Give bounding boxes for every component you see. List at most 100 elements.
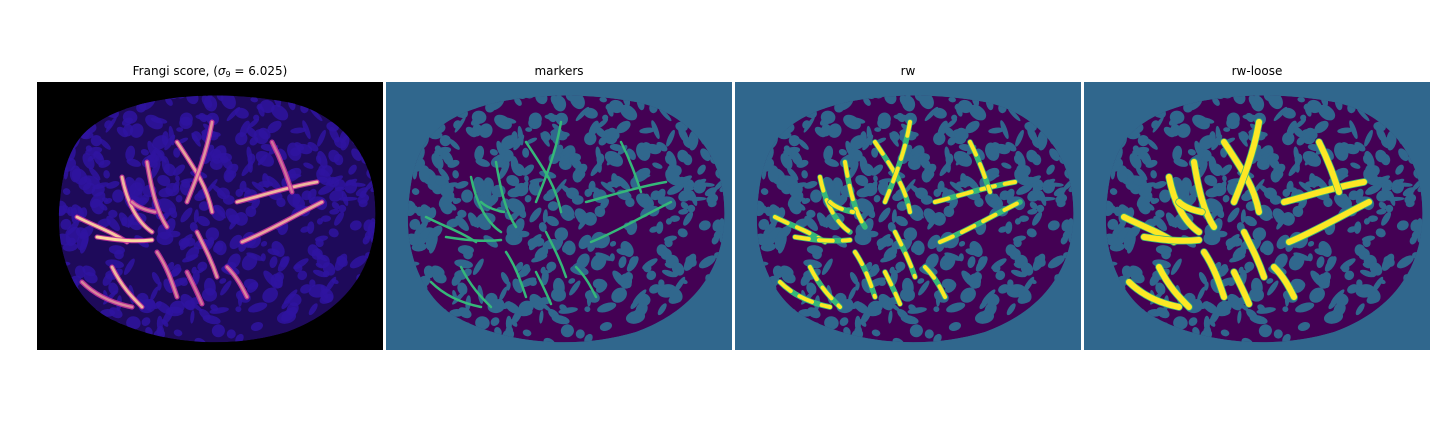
tissue-blob (560, 324, 574, 338)
tissue-blob (995, 270, 1006, 281)
tissue-blob (1367, 215, 1378, 222)
tissue-blob (510, 156, 519, 174)
tissue-blob (553, 237, 564, 251)
tissue-blob (685, 255, 697, 268)
tissue-blob (583, 107, 598, 119)
tissue-blob (125, 145, 136, 162)
tissue-blob (892, 337, 905, 343)
rw-svg (735, 82, 1081, 350)
tissue-blob (912, 205, 924, 219)
tissue-blob (1149, 273, 1160, 286)
tissue-blob (439, 135, 451, 147)
tissue-blob (1187, 148, 1196, 156)
tissue-blob (89, 167, 101, 181)
tissue-blob (1238, 266, 1244, 274)
tissue-blob (105, 116, 117, 133)
tissue-blob (1015, 150, 1026, 169)
tissue-blob (310, 108, 323, 122)
tissue-blob (146, 298, 156, 310)
tissue-blob (665, 168, 681, 186)
tissue-blob (663, 235, 678, 242)
tissue-blob (859, 319, 867, 327)
tissue-blob (668, 293, 683, 304)
vessel-segment (893, 230, 917, 279)
tissue-blob (198, 267, 205, 274)
tissue-blob (1197, 286, 1206, 301)
vessel-marker (429, 280, 483, 309)
tissue-blob (529, 207, 542, 223)
tissue-blob (513, 134, 525, 151)
tissue-blob (877, 112, 891, 126)
tissue-blob (213, 242, 224, 253)
tissue-blob (893, 114, 911, 121)
tissue-blob (175, 195, 183, 203)
vessel-core (240, 200, 324, 244)
tissue-blob (1267, 280, 1279, 296)
tissue-blob (172, 164, 186, 176)
tissue-blob (862, 134, 874, 151)
tissue-blob (1357, 108, 1370, 122)
panel-title-rw: rw (900, 64, 916, 78)
tissue-blob (856, 198, 875, 215)
tissue-blob (534, 246, 549, 261)
tissue-blob (788, 198, 803, 215)
tissue-blob (522, 147, 530, 158)
tissue-blob (463, 249, 473, 260)
tissue-blob (609, 143, 623, 152)
tissue-blob (639, 127, 656, 134)
tissue-blob (905, 95, 911, 99)
tissue-blob (863, 97, 871, 106)
tissue-blob (257, 154, 268, 166)
tissue-blob (108, 209, 118, 218)
tissue-blob (510, 319, 518, 327)
tissue-blob (161, 131, 169, 146)
tissue-blob (767, 165, 780, 183)
tissue-blob (871, 147, 879, 158)
tissue-blob (787, 167, 799, 181)
tissue-blob (219, 278, 227, 284)
tissue-blob (1254, 95, 1260, 99)
tissue-blob (247, 281, 259, 293)
tissue-blob (1226, 278, 1235, 286)
tissue-blob (193, 209, 199, 224)
tissue-blob (1383, 255, 1395, 268)
tissue-blob (190, 310, 195, 324)
tissue-blob (126, 316, 141, 330)
tissue-blob (237, 289, 243, 307)
tissue-blob (780, 153, 793, 170)
tissue-blob (596, 281, 608, 293)
tissue-blob (620, 104, 638, 121)
tissue-blob (1395, 164, 1404, 175)
tissue-blob (568, 278, 576, 284)
tissue-blob (1029, 201, 1038, 210)
tissue-blob (979, 307, 996, 322)
tissue-blob (1294, 160, 1300, 173)
tissue-blob (1222, 195, 1230, 203)
tissue-blob (494, 114, 512, 130)
tissue-blob (207, 95, 213, 99)
tissue-blob (1339, 193, 1347, 199)
tissue-blob (1364, 129, 1373, 147)
tissue-blob (698, 220, 711, 231)
tissue-blob (1198, 272, 1208, 285)
tissue-blob (646, 270, 657, 281)
tissue-blob (235, 306, 242, 313)
tissue-blob (1225, 237, 1237, 249)
tissue-blob (121, 216, 128, 227)
tissue-blob (114, 249, 124, 260)
tissue-blob (1208, 319, 1216, 327)
tissue-blob (186, 95, 199, 105)
tissue-blob (965, 248, 978, 256)
tissue-blob (708, 190, 716, 199)
tissue-blob (941, 187, 949, 195)
tissue-blob (1328, 307, 1345, 322)
tissue-blob (1152, 116, 1164, 133)
tissue-blob (656, 221, 664, 234)
tissue-blob (1378, 278, 1386, 284)
tissue-blob (317, 150, 328, 169)
tissue-blob (1356, 279, 1363, 288)
tissue-blob (234, 212, 248, 226)
tissue-blob (156, 315, 163, 332)
tissue-blob (597, 302, 617, 313)
tissue-blob (587, 239, 596, 252)
